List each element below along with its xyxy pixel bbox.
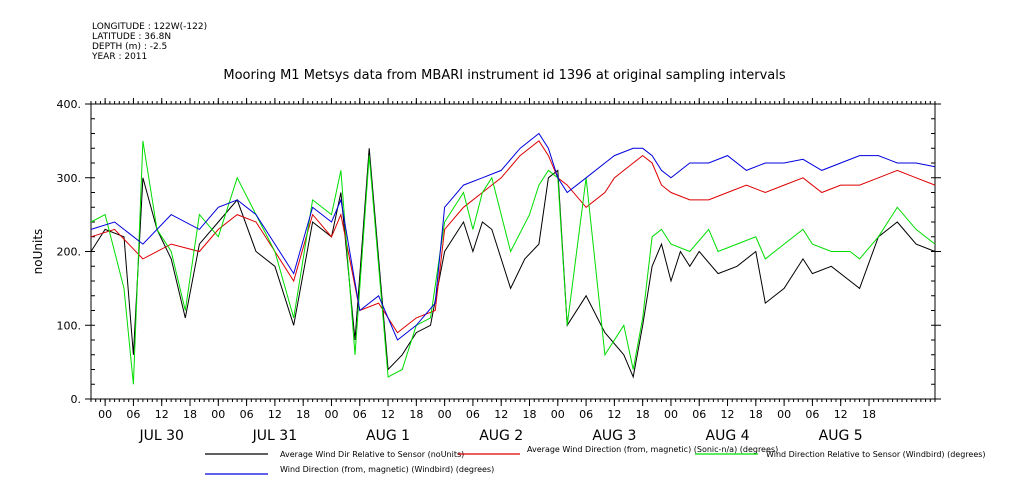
hour-tick-label: 00 [551, 408, 565, 421]
hour-tick-label: 12 [834, 408, 848, 421]
hour-tick-label: 06 [805, 408, 819, 421]
hour-tick-label: 12 [721, 408, 735, 421]
day-label: AUG 5 [819, 428, 863, 444]
day-label: AUG 2 [479, 428, 523, 444]
hour-tick-label: 18 [636, 408, 650, 421]
longitude-label: LONGITUDE : 122W(-122) [92, 22, 208, 32]
hour-tick-label: 12 [381, 408, 395, 421]
day-label: JUL 30 [138, 428, 183, 444]
legend-label: Average Wind Dir Relative to Sensor (noU… [280, 450, 464, 459]
y-tick-label: 200. [57, 246, 82, 259]
metadata-block: LONGITUDE : 122W(-122) LATITUDE : 36.8N … [92, 22, 207, 62]
legend-label: Wind Direction Relative to Sensor (Windb… [766, 450, 986, 459]
series-line-3 [90, 140, 936, 385]
legend-label: Wind Direction (from, magnetic) (Windbir… [280, 465, 494, 474]
hour-tick-label: 00 [211, 408, 225, 421]
y-tick-label: 300. [57, 172, 82, 185]
hour-tick-label: 18 [183, 408, 197, 421]
y-tick-label: 100. [57, 319, 82, 332]
chart-title: Mooring M1 Metsys data from MBARI instru… [223, 68, 786, 83]
series-line-1 [90, 148, 936, 379]
legend-label: Average Wind Direction (from, magnetic) … [527, 445, 778, 454]
y-tick-label: 400. [57, 98, 82, 111]
hour-tick-label: 12 [494, 408, 508, 421]
hour-tick-label: 18 [409, 408, 423, 421]
hour-tick-label: 06 [692, 408, 706, 421]
hour-tick-label: 06 [466, 408, 480, 421]
hour-tick-label: 12 [155, 408, 169, 421]
hour-tick-label: 06 [126, 408, 140, 421]
day-label: AUG 3 [592, 428, 636, 444]
hour-tick-label: 00 [777, 408, 791, 421]
hour-tick-label: 12 [268, 408, 282, 421]
year-label: YEAR : 2011 [92, 52, 148, 62]
depth-label: DEPTH (m) : -2.5 [92, 42, 168, 52]
hour-tick-label: 18 [296, 408, 310, 421]
latitude-label: LATITUDE : 36.8N [92, 32, 172, 42]
plot-frame [90, 103, 936, 400]
series-line-4 [90, 132, 936, 341]
day-label: AUG 1 [366, 428, 410, 444]
hour-tick-label: 00 [98, 408, 112, 421]
day-label: JUL 31 [252, 428, 297, 444]
hour-tick-label: 18 [749, 408, 763, 421]
hour-tick-label: 12 [607, 408, 621, 421]
hour-tick-label: 06 [240, 408, 254, 421]
hour-tick-label: 06 [353, 408, 367, 421]
y-tick-label: 0. [71, 393, 82, 406]
hour-tick-label: 00 [324, 408, 338, 421]
hour-tick-label: 06 [579, 408, 593, 421]
hour-tick-label: 00 [664, 408, 678, 421]
series-line-2 [90, 140, 936, 334]
hour-tick-label: 00 [438, 408, 452, 421]
day-label: AUG 4 [706, 428, 750, 444]
hour-tick-label: 18 [862, 408, 876, 421]
y-axis-label: noUnits [31, 229, 45, 275]
hour-tick-label: 18 [523, 408, 537, 421]
